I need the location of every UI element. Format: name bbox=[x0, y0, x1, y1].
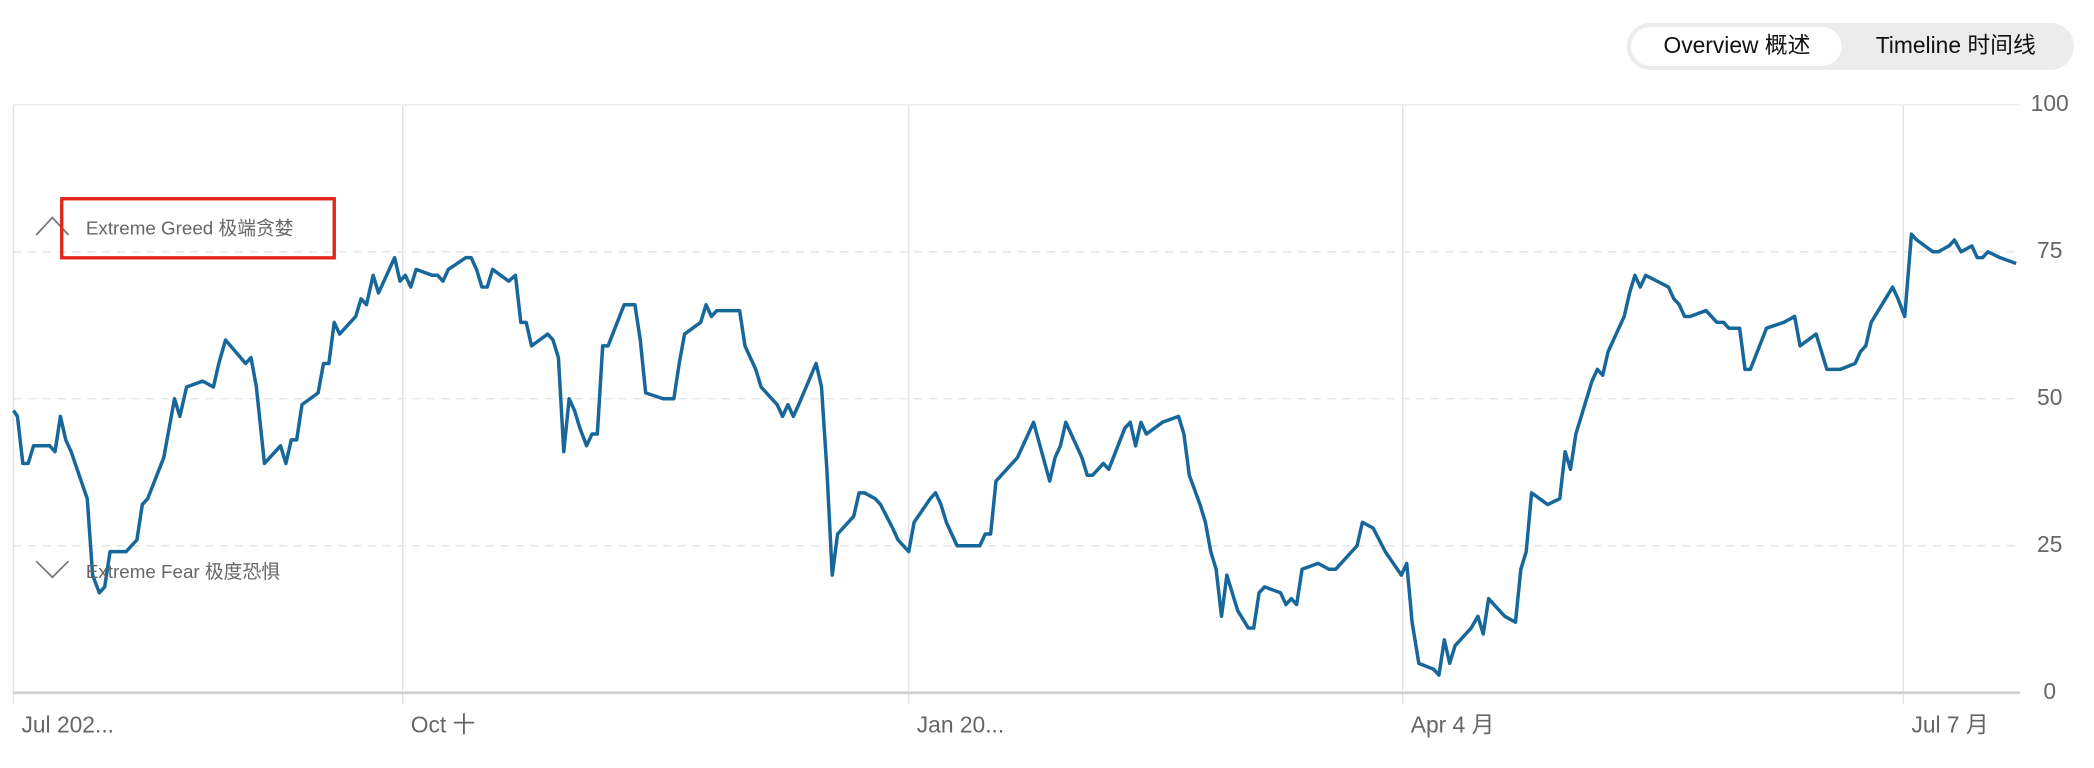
x-tick-label: Oct 十 bbox=[411, 711, 476, 737]
fear-icon bbox=[35, 560, 70, 579]
y-tick-label: 0 bbox=[2043, 678, 2056, 704]
x-tick-label: Jan 20... bbox=[917, 711, 1004, 737]
data-line bbox=[11, 232, 2017, 677]
x-tick-label: Apr 4 月 bbox=[1411, 711, 1495, 737]
highlight-box bbox=[60, 197, 336, 260]
toggle-option[interactable]: Overview 概述 bbox=[1663, 32, 1810, 58]
annotation: Extreme Fear 极度恐惧 bbox=[86, 561, 280, 582]
x-tick-label: Jul 7 月 bbox=[1911, 711, 1988, 737]
x-tick-label: Jul 202... bbox=[21, 711, 114, 737]
plot-area: Jul 202... Oct 十 Jan 20... Apr 4 月 Jul 7 月 0 2… bbox=[11, 90, 2069, 737]
toggle-selected[interactable] bbox=[1630, 26, 1842, 66]
y-tick-label: 25 bbox=[2037, 531, 2062, 557]
y-tick-label: 100 bbox=[2031, 90, 2069, 116]
y-tick-label: 75 bbox=[2037, 237, 2062, 263]
annotation: Extreme Greed 极端贪婪 bbox=[86, 218, 294, 239]
greed-icon bbox=[35, 216, 70, 236]
toggle-option[interactable]: Timeline 时间线 bbox=[1876, 32, 2036, 58]
y-tick-label: 50 bbox=[2037, 384, 2062, 410]
